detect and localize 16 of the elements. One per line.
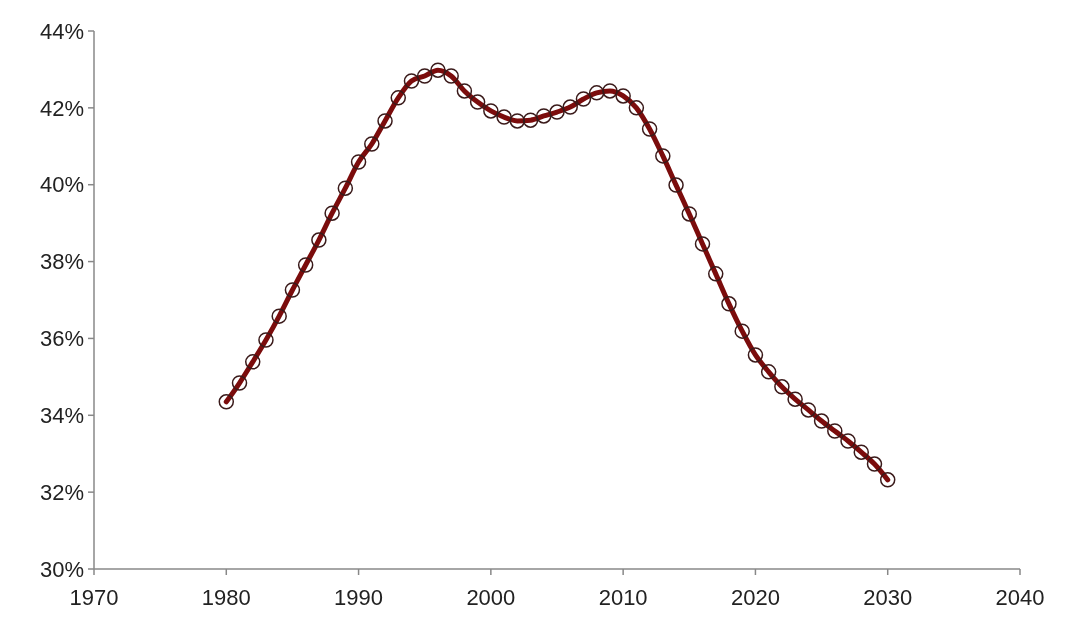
y-tick-label: 36%: [39, 326, 84, 352]
y-tick-label: 40%: [39, 172, 84, 198]
x-tick-label: 2040: [995, 585, 1045, 610]
x-tick-label: 2020: [730, 585, 780, 610]
y-tick-label: 42%: [39, 95, 84, 121]
x-tick-label: 2030: [863, 585, 913, 610]
x-tick-label: 1970: [69, 585, 119, 610]
y-tick-label: 32%: [39, 479, 84, 505]
y-tick-label: 34%: [39, 402, 84, 428]
x-tick-label: 1980: [201, 585, 251, 610]
y-tick-label: 44%: [39, 18, 84, 44]
y-tick-label: 30%: [39, 556, 84, 582]
x-tick-label: 2000: [466, 585, 516, 610]
x-tick-label: 1990: [334, 585, 384, 610]
x-tick-label: 2010: [598, 585, 648, 610]
y-tick-label: 38%: [39, 249, 84, 275]
